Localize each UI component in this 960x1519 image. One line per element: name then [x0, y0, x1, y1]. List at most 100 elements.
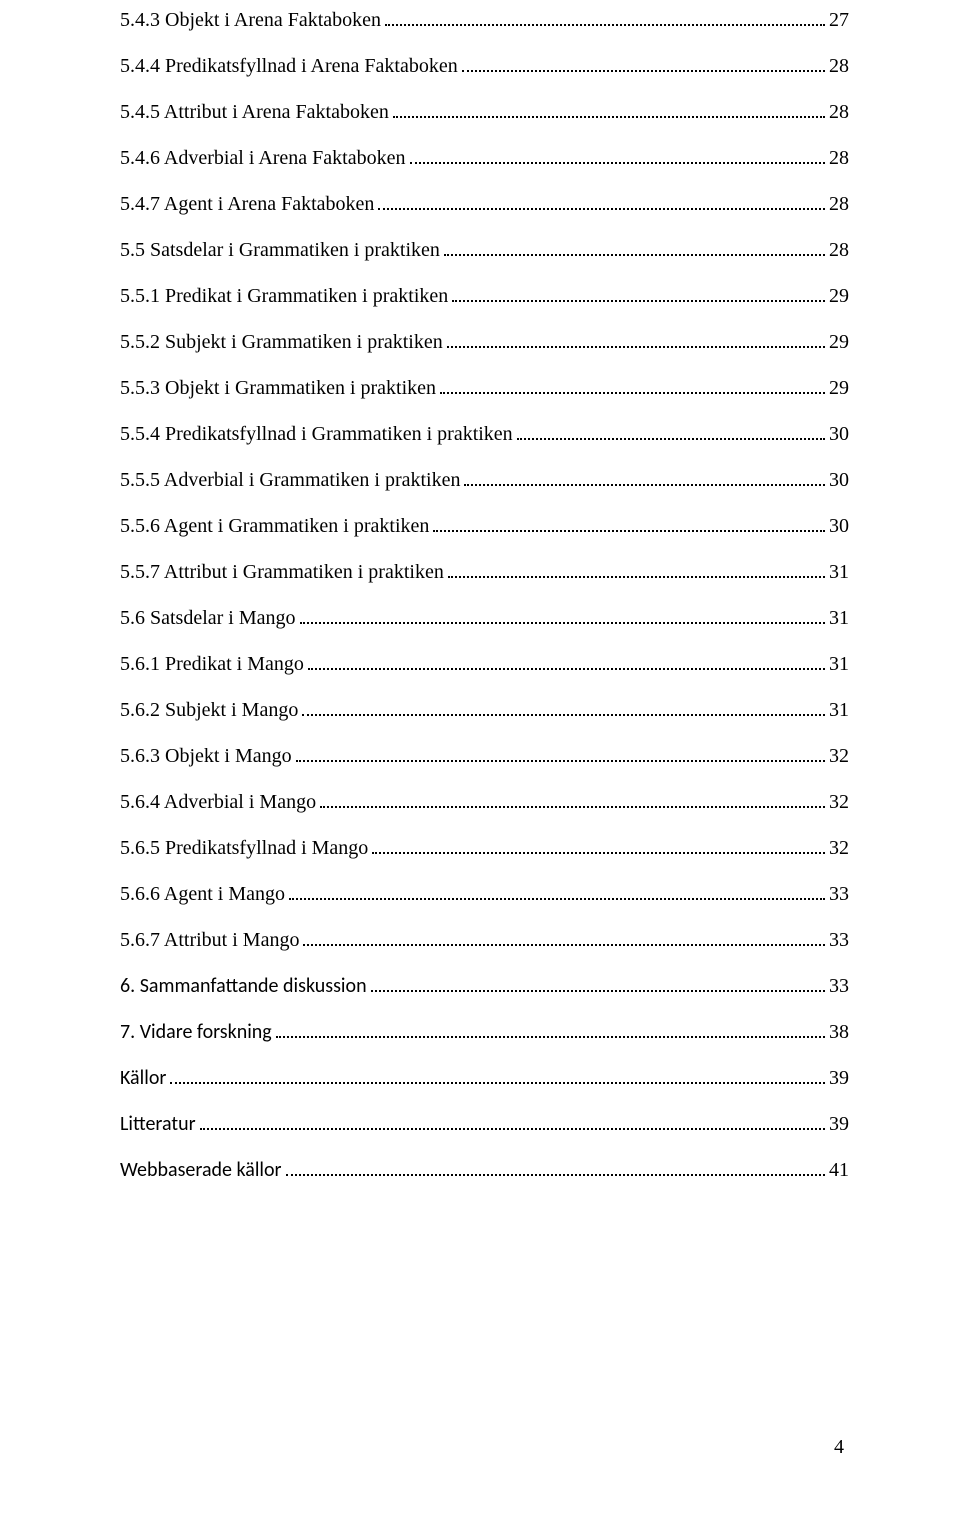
- toc-label: 5.4.7 Agent i Arena Faktaboken: [120, 192, 374, 216]
- toc-leader-dots: [462, 54, 825, 72]
- toc-page-number: 30: [829, 514, 849, 538]
- toc-page-number: 39: [829, 1066, 849, 1090]
- toc-page-number: 31: [829, 560, 849, 584]
- toc-leader-dots: [452, 284, 825, 302]
- table-of-contents: 5.4.3 Objekt i Arena Faktaboken 27 5.4.4 P…: [120, 8, 849, 1182]
- toc-entry: 5.5.2 Subjekt i Grammatiken i praktiken 2…: [120, 330, 849, 354]
- toc-entry: 5.6.5 Predikatsfyllnad i Mango 32: [120, 836, 849, 860]
- toc-label: 5.6.5 Predikatsfyllnad i Mango: [120, 836, 368, 860]
- toc-entry: 6. Sammanfattande diskussion 33: [120, 974, 849, 998]
- toc-label: 5.5.4 Predikatsfyllnad i Grammatiken i p…: [120, 422, 513, 446]
- toc-label: 5.6.3 Objekt i Mango: [120, 744, 292, 768]
- toc-page-number: 29: [829, 376, 849, 400]
- toc-entry: 5.6.3 Objekt i Mango 32: [120, 744, 849, 768]
- toc-entry: 5.6 Satsdelar i Mango 31: [120, 606, 849, 630]
- toc-entry: 5.4.4 Predikatsfyllnad i Arena Faktaboke…: [120, 54, 849, 78]
- page-number: 4: [834, 1436, 844, 1459]
- toc-entry: 5.4.3 Objekt i Arena Faktaboken 27: [120, 8, 849, 32]
- toc-leader-dots: [276, 1020, 825, 1038]
- toc-label: 5.5.1 Predikat i Grammatiken i praktiken: [120, 284, 448, 308]
- toc-page-number: 39: [829, 1112, 849, 1136]
- toc-entry: 5.5.6 Agent i Grammatiken i praktiken 30: [120, 514, 849, 538]
- toc-leader-dots: [410, 146, 826, 164]
- toc-leader-dots: [320, 790, 825, 808]
- toc-leader-dots: [289, 882, 825, 900]
- toc-entry: 5.5.3 Objekt i Grammatiken i praktiken 29: [120, 376, 849, 400]
- toc-label: 6. Sammanfattande diskussion: [120, 974, 367, 998]
- toc-leader-dots: [302, 698, 825, 716]
- toc-entry: 5.6.1 Predikat i Mango 31: [120, 652, 849, 676]
- toc-entry: 5.5.1 Predikat i Grammatiken i praktiken…: [120, 284, 849, 308]
- toc-page-number: 29: [829, 284, 849, 308]
- toc-label: 5.5.6 Agent i Grammatiken i praktiken: [120, 514, 429, 538]
- toc-entry: 5.4.6 Adverbial i Arena Faktaboken 28: [120, 146, 849, 170]
- toc-entry: 5.4.5 Attribut i Arena Faktaboken 28: [120, 100, 849, 124]
- toc-page-number: 31: [829, 606, 849, 630]
- toc-label: 5.5.7 Attribut i Grammatiken i praktiken: [120, 560, 444, 584]
- toc-page-number: 32: [829, 744, 849, 768]
- toc-label: 5.6.6 Agent i Mango: [120, 882, 285, 906]
- toc-page-number: 41: [829, 1158, 849, 1182]
- toc-page-number: 32: [829, 836, 849, 860]
- toc-label: Litteratur: [120, 1112, 196, 1136]
- toc-leader-dots: [385, 8, 825, 26]
- toc-page-number: 28: [829, 100, 849, 124]
- toc-entry: 5.6.4 Adverbial i Mango 32: [120, 790, 849, 814]
- toc-leader-dots: [296, 744, 825, 762]
- toc-page-number: 33: [829, 928, 849, 952]
- toc-label: 5.4.4 Predikatsfyllnad i Arena Faktaboke…: [120, 54, 458, 78]
- toc-entry: 7. Vidare forskning 38: [120, 1020, 849, 1044]
- toc-page-number: 28: [829, 192, 849, 216]
- toc-leader-dots: [170, 1066, 825, 1084]
- toc-entry: 5.4.7 Agent i Arena Faktaboken 28: [120, 192, 849, 216]
- toc-entry: 5.5.5 Adverbial i Grammatiken i praktike…: [120, 468, 849, 492]
- toc-entry: 5.6.6 Agent i Mango 33: [120, 882, 849, 906]
- toc-label: 5.6.4 Adverbial i Mango: [120, 790, 316, 814]
- toc-leader-dots: [372, 836, 825, 854]
- toc-leader-dots: [200, 1112, 825, 1130]
- toc-page-number: 31: [829, 698, 849, 722]
- toc-leader-dots: [303, 928, 825, 946]
- toc-entry: 5.6.2 Subjekt i Mango 31: [120, 698, 849, 722]
- toc-page-number: 33: [829, 974, 849, 998]
- toc-entry: 5.5 Satsdelar i Grammatiken i praktiken 2…: [120, 238, 849, 262]
- toc-leader-dots: [286, 1158, 825, 1176]
- toc-label: 5.6.2 Subjekt i Mango: [120, 698, 298, 722]
- toc-leader-dots: [433, 514, 825, 532]
- toc-entry: 5.5.7 Attribut i Grammatiken i praktiken…: [120, 560, 849, 584]
- toc-label: 5.4.6 Adverbial i Arena Faktaboken: [120, 146, 406, 170]
- toc-leader-dots: [447, 330, 825, 348]
- toc-page-number: 38: [829, 1020, 849, 1044]
- toc-entry: 5.6.7 Attribut i Mango33: [120, 928, 849, 952]
- toc-leader-dots: [378, 192, 825, 210]
- toc-page-number: 27: [829, 8, 849, 32]
- toc-label: 5.4.3 Objekt i Arena Faktaboken: [120, 8, 381, 32]
- toc-leader-dots: [393, 100, 825, 118]
- toc-label: Webbaserade källor: [120, 1158, 282, 1182]
- toc-label: 5.4.5 Attribut i Arena Faktaboken: [120, 100, 389, 124]
- toc-leader-dots: [444, 238, 825, 256]
- toc-leader-dots: [371, 974, 825, 992]
- toc-label: 5.5.3 Objekt i Grammatiken i praktiken: [120, 376, 436, 400]
- toc-page-number: 32: [829, 790, 849, 814]
- toc-label: 5.6 Satsdelar i Mango: [120, 606, 296, 630]
- toc-label: Källor: [120, 1066, 166, 1090]
- toc-page-number: 33: [829, 882, 849, 906]
- toc-page-number: 29: [829, 330, 849, 354]
- toc-page-number: 30: [829, 422, 849, 446]
- toc-label: 7. Vidare forskning: [120, 1020, 272, 1044]
- toc-label: 5.6.1 Predikat i Mango: [120, 652, 304, 676]
- toc-page-number: 28: [829, 238, 849, 262]
- toc-label: 5.5.2 Subjekt i Grammatiken i praktiken: [120, 330, 443, 354]
- toc-page-number: 30: [829, 468, 849, 492]
- toc-label: 5.5 Satsdelar i Grammatiken i praktiken: [120, 238, 440, 262]
- toc-leader-dots: [308, 652, 825, 670]
- toc-page-number: 28: [829, 54, 849, 78]
- toc-label: 5.5.5 Adverbial i Grammatiken i praktike…: [120, 468, 460, 492]
- toc-entry: Källor 39: [120, 1066, 849, 1090]
- toc-page-number: 28: [829, 146, 849, 170]
- document-page: 5.4.3 Objekt i Arena Faktaboken 27 5.4.4 P…: [0, 0, 960, 1182]
- toc-leader-dots: [300, 606, 825, 624]
- toc-entry: Litteratur 39: [120, 1112, 849, 1136]
- toc-page-number: 31: [829, 652, 849, 676]
